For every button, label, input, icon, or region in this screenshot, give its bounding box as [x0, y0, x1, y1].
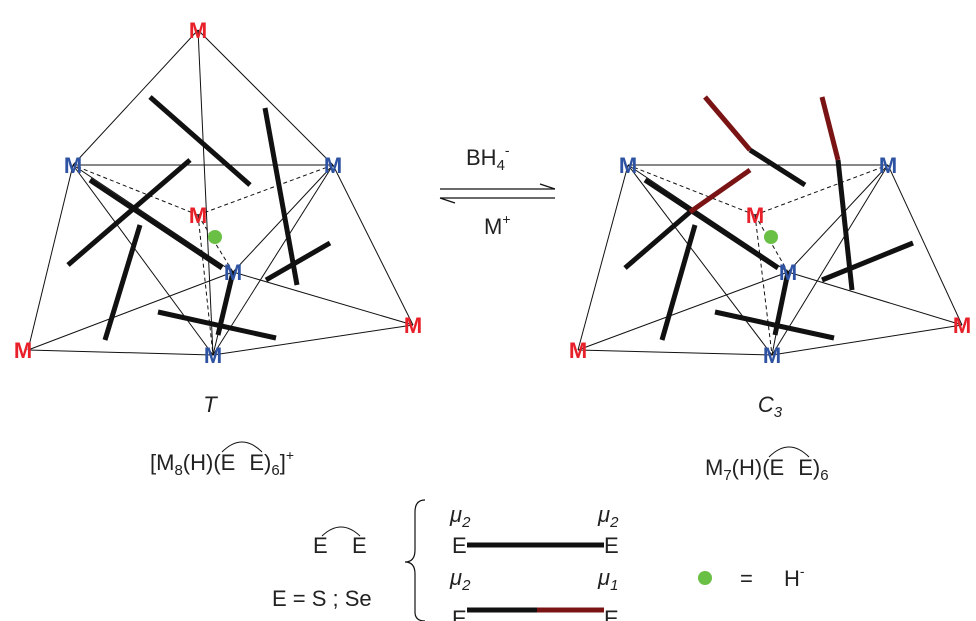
- metal-atom-red: M: [189, 18, 207, 43]
- left-symmetry-label: T: [203, 392, 218, 417]
- metal-atom-red: M: [189, 203, 207, 228]
- left-ligands: [66, 95, 332, 341]
- e-atom-left: E: [452, 533, 467, 558]
- legend-terminal-mode: μ2 μ1 E E: [449, 565, 619, 621]
- ligand-terminal-segment: [688, 167, 752, 215]
- right-symmetry-label: C3: [758, 392, 783, 421]
- metal-atom-red: M: [404, 313, 422, 338]
- ligand-bar: [659, 224, 698, 341]
- ligand-bar: [102, 224, 143, 341]
- mu-label-right: μ1: [597, 565, 618, 594]
- hydride-dot: [698, 571, 712, 585]
- left-framework-edges: [27, 29, 414, 356]
- ligand-symbol-right-e: E: [352, 533, 367, 558]
- right-framework-edges: [577, 164, 963, 356]
- ligand-bar: [772, 271, 791, 336]
- metal-atom-red: M: [953, 313, 971, 338]
- legend-bridging-mode: μ2 μ2 E E: [449, 502, 619, 558]
- left-metal-atoms: M M M M M M M M: [14, 18, 422, 368]
- right-hydride-dot: [764, 230, 778, 244]
- metal-atom-blue: M: [763, 343, 781, 368]
- mu-label-left: μ2: [449, 565, 471, 594]
- ligand-bar: [821, 240, 914, 283]
- ligand-bar: [643, 177, 780, 271]
- metal-atom-red: M: [14, 338, 32, 363]
- ligand-bar: [215, 271, 236, 336]
- left-cluster: M M M M M M M M T [M8(H)(E E)6]+: [14, 18, 422, 479]
- ligand-symbol-left-e: E: [313, 533, 328, 558]
- metal-atom-blue: M: [204, 343, 222, 368]
- metal-atom-red: M: [746, 203, 764, 228]
- right-ligands: [623, 95, 914, 341]
- left-hydride-dot: [208, 230, 222, 244]
- e-atom-right: E: [604, 606, 619, 621]
- bottom-reagent: M+: [484, 211, 511, 239]
- hydride-symbol: H-: [784, 563, 805, 591]
- element-definition: E = S ; Se: [272, 586, 372, 611]
- ligand-bar: [157, 309, 277, 341]
- mu-label-right: μ2: [597, 502, 619, 531]
- ligand-bar: [714, 309, 835, 341]
- metal-atom-red: M: [569, 338, 587, 363]
- right-formula: M7(H)(E E)6: [705, 455, 829, 484]
- metal-atom-blue: M: [619, 153, 637, 178]
- ligand-bar: [66, 158, 192, 267]
- legend-brace: [404, 499, 426, 621]
- ligand-symbol-arc: [321, 526, 361, 537]
- ligand-bar: [264, 240, 332, 283]
- e-atom-right: E: [604, 533, 619, 558]
- metal-atom-blue: M: [779, 260, 797, 285]
- ligand-bar: [748, 147, 807, 188]
- right-dashed-edges: [627, 164, 889, 356]
- left-dashed-edges: [72, 164, 334, 356]
- ligand-bar: [88, 177, 224, 271]
- mu-label-left: μ2: [449, 502, 471, 531]
- ligand-terminal-segment: [703, 95, 752, 152]
- equilibrium-arrows: BH4- M+: [439, 142, 556, 239]
- ligand-terminal-segment: [819, 96, 841, 161]
- hydride-equals: =: [740, 566, 753, 591]
- ligand-bar: [148, 95, 252, 187]
- legend: E E E = S ; Se μ2 μ2 E E μ2 μ1 E E = H-: [272, 499, 805, 621]
- left-formula: [M8(H)(E E)6]+: [150, 447, 294, 479]
- ligand-bar: [262, 107, 300, 286]
- legend-hydride: = H-: [698, 563, 805, 591]
- right-metal-atoms: M M M M M M M: [569, 153, 971, 368]
- metal-atom-blue: M: [64, 153, 82, 178]
- metal-atom-blue: M: [879, 153, 897, 178]
- right-formula-ligand-arc: [768, 446, 810, 458]
- metal-atom-blue: M: [324, 153, 342, 178]
- top-reagent: BH4-: [466, 142, 510, 174]
- ligand-bar: [623, 210, 692, 270]
- right-cluster: M M M M M M M C3 M7(H)(E E)6: [569, 95, 971, 484]
- left-formula-ligand-arc: [221, 441, 263, 453]
- metal-atom-blue: M: [224, 260, 242, 285]
- e-atom-left: E: [452, 606, 467, 621]
